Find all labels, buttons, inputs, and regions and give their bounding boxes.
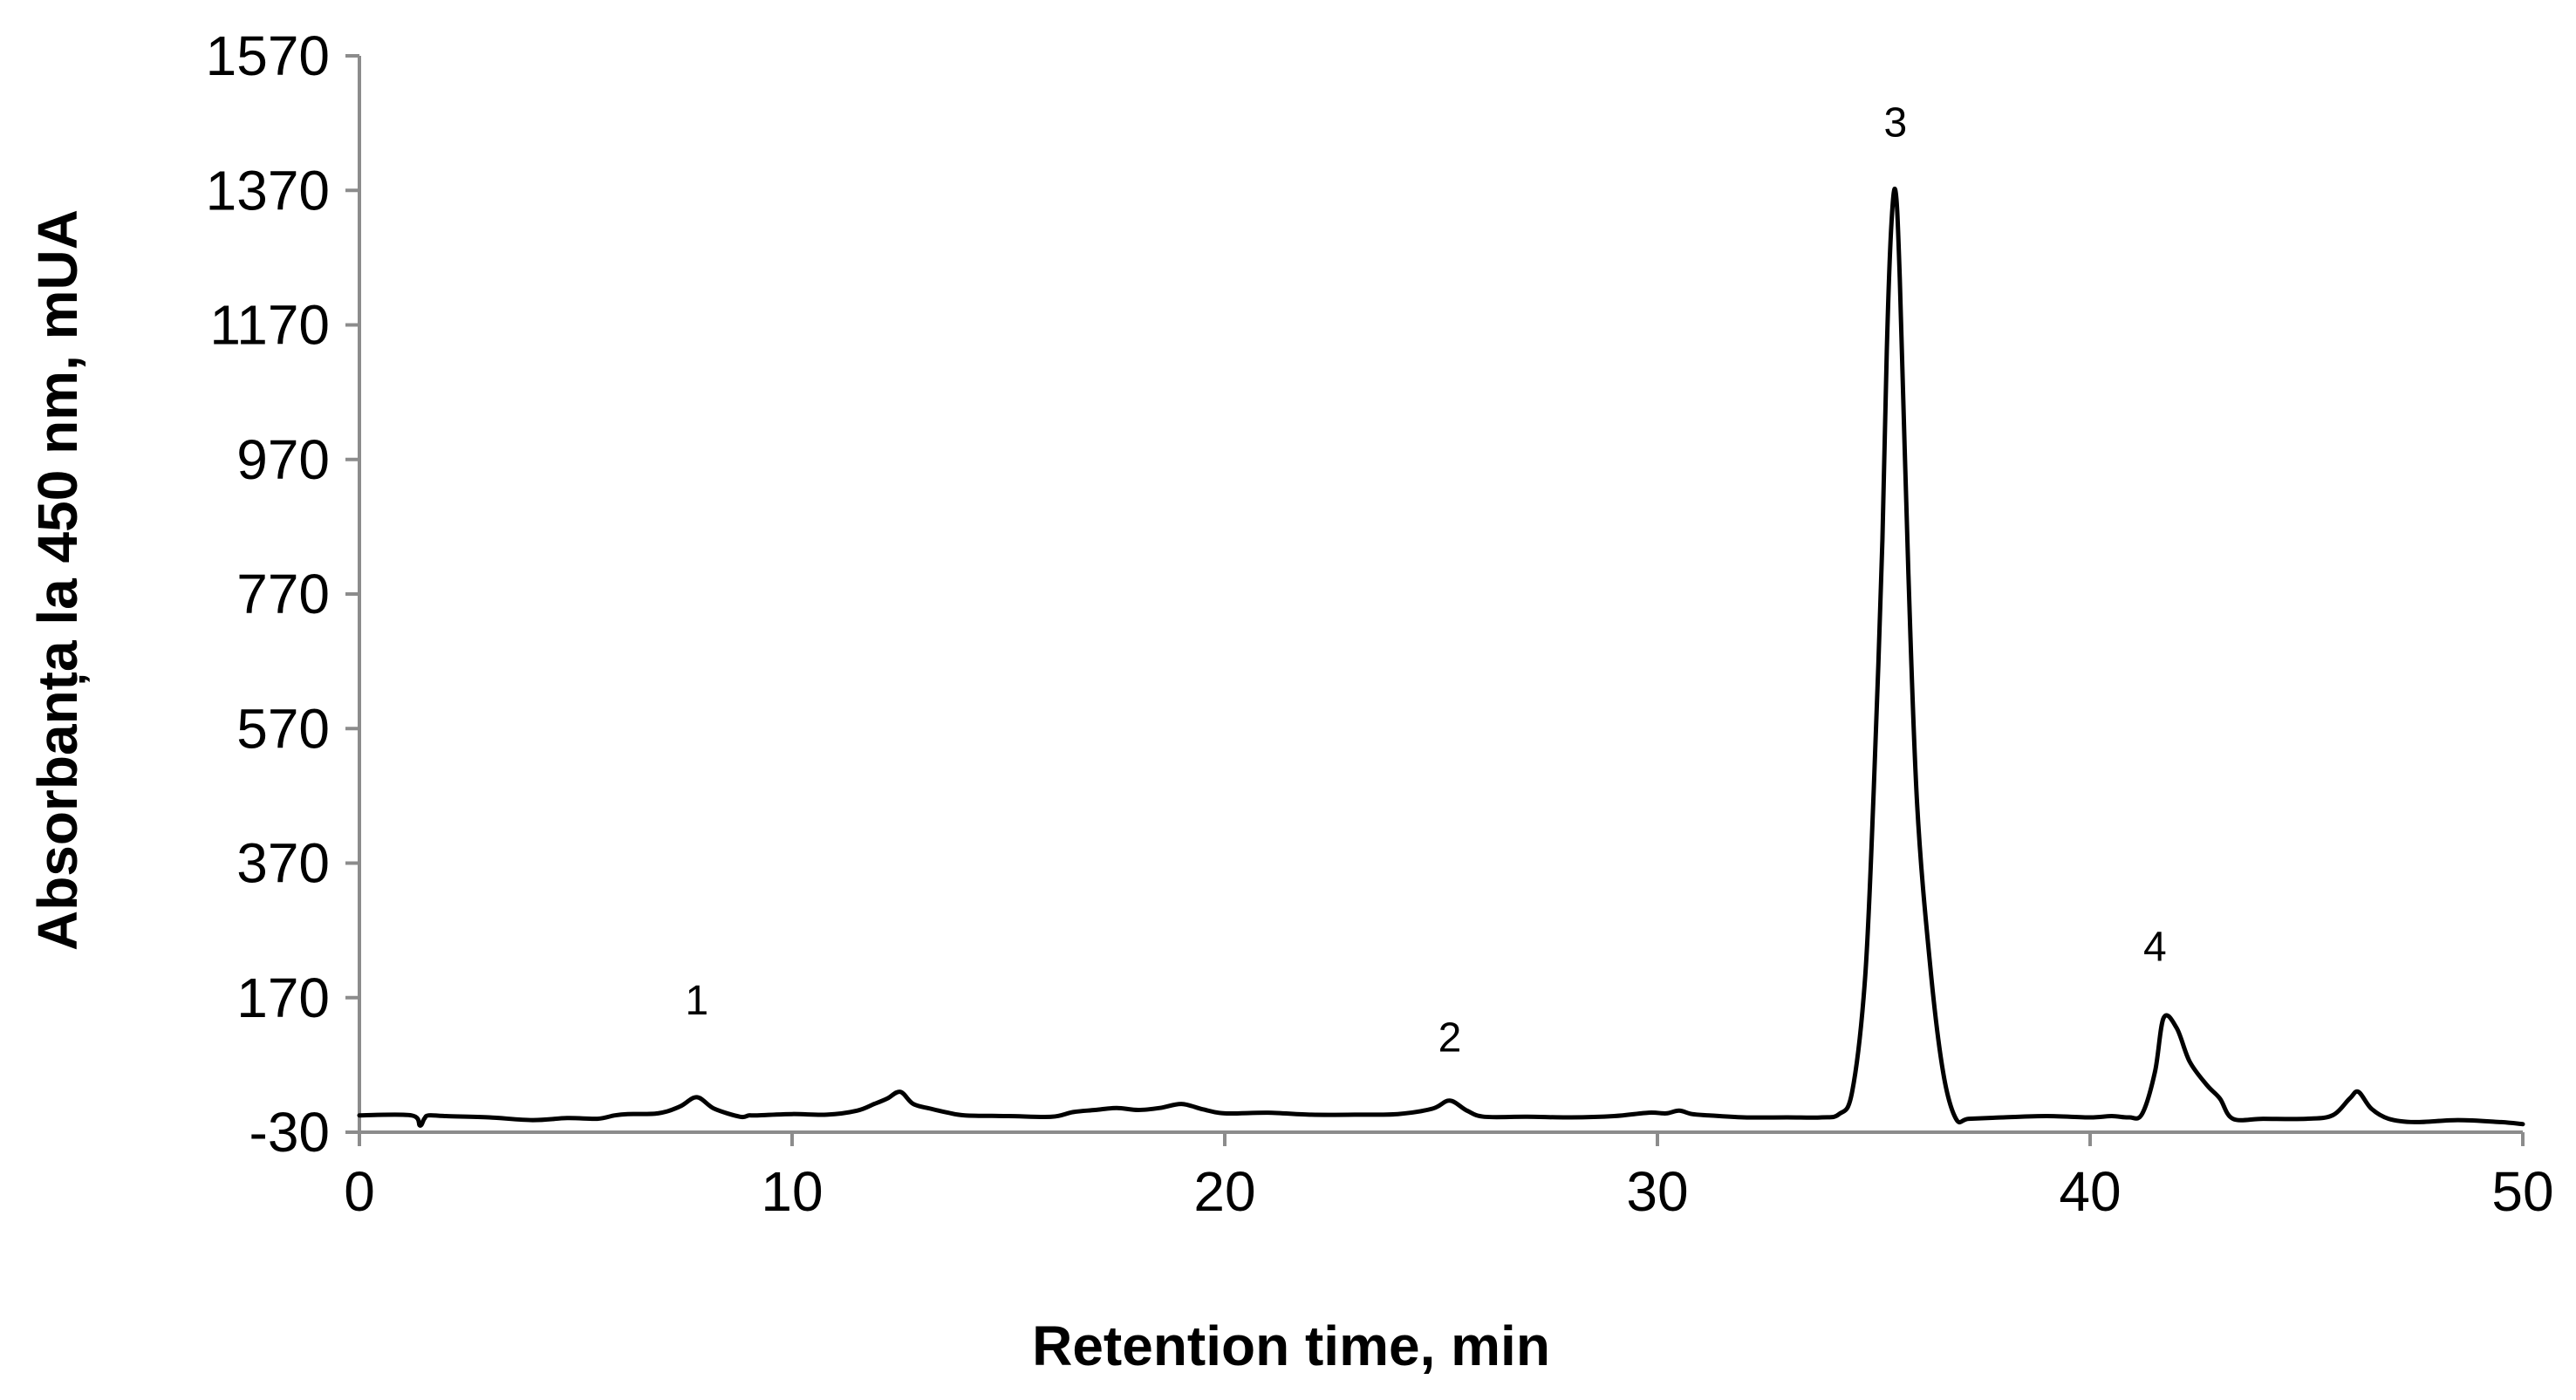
x-tick-label: 10 xyxy=(761,1160,823,1223)
peak-label-4: 4 xyxy=(2143,924,2167,970)
x-tick-label: 30 xyxy=(1626,1160,1688,1223)
y-tick-label: 570 xyxy=(236,697,330,760)
y-tick-label: 1570 xyxy=(206,24,330,87)
x-axis-ticks: 0 10 20 30 40 50 xyxy=(344,1132,2554,1223)
y-tick-label: 170 xyxy=(236,966,330,1029)
x-axis-title: Retention time, min xyxy=(1032,1315,1550,1377)
peak-label-3: 3 xyxy=(1883,100,1907,147)
y-tick-label: 1170 xyxy=(209,294,330,357)
x-tick-label: 20 xyxy=(1193,1160,1255,1223)
y-tick-label: 1370 xyxy=(206,159,330,222)
series-line xyxy=(357,187,2525,1128)
y-tick-label: 970 xyxy=(236,428,330,491)
peak-label-2: 2 xyxy=(1438,1014,1462,1061)
x-tick-label: 0 xyxy=(344,1160,375,1223)
y-tick-label: 370 xyxy=(236,832,330,895)
y-axis-title: Absorbanța la 450 nm, mUA xyxy=(26,209,90,951)
y-tick-label: 770 xyxy=(236,563,330,625)
peak-annotations: 1 2 3 4 xyxy=(686,100,2167,1062)
peak-label-1: 1 xyxy=(686,978,709,1024)
y-axis-ticks: -30 170 370 570 770 970 1170 1370 1570 xyxy=(206,24,359,1164)
y-tick-label: -30 xyxy=(249,1101,331,1164)
x-tick-label: 40 xyxy=(2059,1160,2121,1223)
x-tick-label: 50 xyxy=(2491,1160,2553,1223)
